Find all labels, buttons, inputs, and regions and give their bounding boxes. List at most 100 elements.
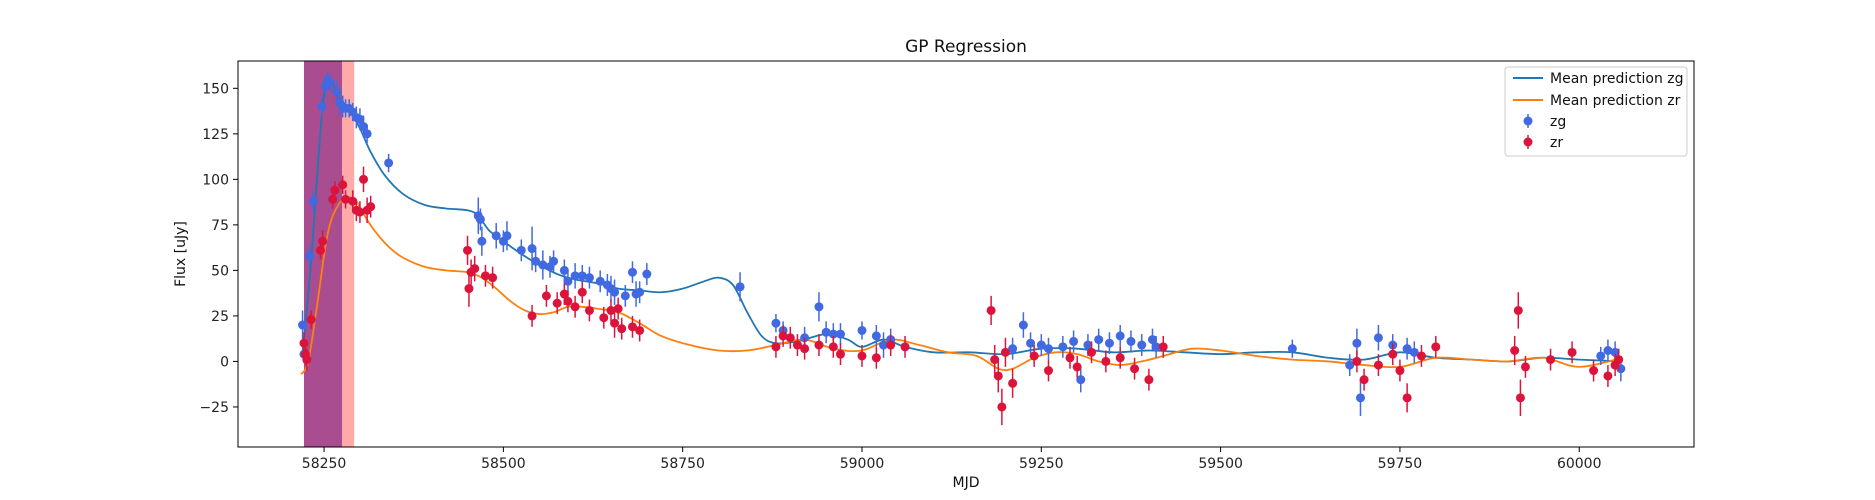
marker-zr-64 bbox=[1158, 342, 1168, 352]
point-zg-61 bbox=[1043, 337, 1053, 360]
marker-zr-26 bbox=[563, 296, 573, 306]
marker-zg-2 bbox=[305, 251, 315, 261]
point-zg-25 bbox=[516, 239, 526, 262]
point-zr-35 bbox=[627, 315, 637, 338]
point-zg-64 bbox=[1076, 366, 1086, 393]
point-zr-55 bbox=[1029, 345, 1039, 367]
point-zr-62 bbox=[1130, 357, 1140, 380]
point-zr-34 bbox=[617, 317, 627, 340]
point-zg-81 bbox=[1596, 346, 1606, 366]
marker-zr-3 bbox=[306, 315, 316, 325]
point-zr-40 bbox=[792, 334, 802, 356]
point-zr-60 bbox=[1101, 350, 1111, 373]
point-zr-70 bbox=[1402, 383, 1412, 413]
marker-zg-55 bbox=[879, 340, 889, 350]
marker-zr-6 bbox=[328, 194, 338, 204]
point-zr-79 bbox=[1589, 359, 1599, 382]
marker-zg-30 bbox=[549, 256, 559, 266]
point-zg-54 bbox=[871, 325, 881, 347]
x-tick-label-58500: 58500 bbox=[481, 456, 526, 472]
point-zg-80 bbox=[1409, 341, 1419, 364]
point-zr-67 bbox=[1373, 354, 1383, 376]
marker-zg-63 bbox=[1069, 336, 1079, 346]
x-tick-label-60000: 60000 bbox=[1557, 456, 1602, 472]
point-zg-7 bbox=[326, 73, 336, 92]
point-zr-54 bbox=[1008, 368, 1018, 398]
point-zg-28 bbox=[538, 250, 548, 280]
legend-marker-zg bbox=[1523, 116, 1533, 126]
marker-zg-20 bbox=[475, 214, 485, 224]
point-zr-63 bbox=[1144, 368, 1154, 391]
marker-zr-24 bbox=[552, 298, 562, 308]
point-zr-59 bbox=[1087, 341, 1097, 364]
point-zg-53 bbox=[857, 321, 867, 340]
marker-zr-54 bbox=[1008, 378, 1018, 388]
point-zr-16 bbox=[463, 235, 473, 265]
marker-zg-49 bbox=[814, 302, 824, 312]
point-zr-23 bbox=[541, 284, 551, 307]
legend-label-zr: zr bbox=[1550, 135, 1563, 151]
marker-zr-48 bbox=[900, 342, 910, 352]
point-zr-29 bbox=[584, 299, 594, 322]
point-zr-42 bbox=[814, 334, 824, 356]
point-zr-17 bbox=[464, 270, 474, 307]
marker-zg-26 bbox=[527, 244, 537, 254]
point-zg-58 bbox=[1018, 312, 1028, 338]
marker-zr-55 bbox=[1029, 351, 1039, 361]
chart-title: GP Regression bbox=[905, 37, 1027, 57]
marker-zg-33 bbox=[570, 271, 580, 281]
marker-zg-16 bbox=[359, 122, 369, 132]
marker-zg-54 bbox=[871, 331, 881, 341]
marker-zg-73 bbox=[1287, 344, 1297, 354]
marker-zr-41 bbox=[800, 344, 810, 354]
point-zg-76 bbox=[1355, 379, 1365, 417]
marker-zr-67 bbox=[1373, 360, 1383, 370]
point-zg-72 bbox=[1151, 335, 1161, 358]
marker-zg-81 bbox=[1596, 351, 1606, 361]
point-zg-46 bbox=[771, 314, 781, 333]
plot-frame bbox=[237, 60, 1695, 448]
point-zr-66 bbox=[1359, 368, 1369, 391]
point-zg-22 bbox=[491, 223, 501, 249]
point-zg-45 bbox=[735, 272, 745, 302]
point-zg-20 bbox=[475, 208, 485, 231]
marker-zr-39 bbox=[785, 333, 795, 343]
point-zg-59 bbox=[1026, 332, 1036, 355]
marker-zr-61 bbox=[1115, 353, 1125, 363]
marker-zr-68 bbox=[1388, 349, 1398, 359]
marker-zr-73 bbox=[1510, 346, 1520, 355]
marker-zr-50 bbox=[990, 355, 1000, 365]
marker-zr-35 bbox=[627, 322, 637, 332]
marker-zr-5 bbox=[318, 236, 328, 246]
marker-zr-28 bbox=[577, 287, 587, 297]
marker-zr-4 bbox=[315, 245, 325, 255]
x-tick-label-59000: 59000 bbox=[840, 456, 885, 472]
point-zg-3 bbox=[308, 190, 318, 213]
point-zr-8 bbox=[338, 175, 348, 194]
marker-zr-0 bbox=[299, 338, 309, 348]
plot-area bbox=[237, 60, 1695, 448]
marker-zr-58 bbox=[1072, 362, 1082, 372]
marker-zg-62 bbox=[1058, 342, 1068, 352]
point-zg-39 bbox=[610, 279, 620, 305]
marker-zr-10 bbox=[348, 196, 358, 206]
marker-zr-75 bbox=[1515, 393, 1525, 403]
marker-zg-69 bbox=[1126, 336, 1136, 346]
marker-zr-17 bbox=[464, 284, 474, 294]
marker-zr-27 bbox=[570, 302, 580, 312]
point-zg-66 bbox=[1094, 328, 1104, 351]
point-zr-31 bbox=[606, 299, 616, 322]
marker-zr-72 bbox=[1431, 342, 1441, 352]
marker-zg-74 bbox=[1345, 360, 1355, 370]
point-zr-36 bbox=[635, 319, 645, 342]
marker-zr-79 bbox=[1589, 366, 1599, 376]
point-zr-82 bbox=[1614, 348, 1624, 371]
y-tick-label-25: 25 bbox=[211, 309, 229, 325]
point-zr-15 bbox=[366, 195, 376, 218]
marker-zg-17 bbox=[362, 129, 372, 139]
marker-zr-52 bbox=[997, 402, 1007, 412]
x-tick-label-59500: 59500 bbox=[1198, 456, 1243, 472]
point-zr-57 bbox=[1065, 346, 1075, 369]
marker-zr-40 bbox=[792, 340, 802, 350]
marker-zg-71 bbox=[1147, 335, 1157, 345]
